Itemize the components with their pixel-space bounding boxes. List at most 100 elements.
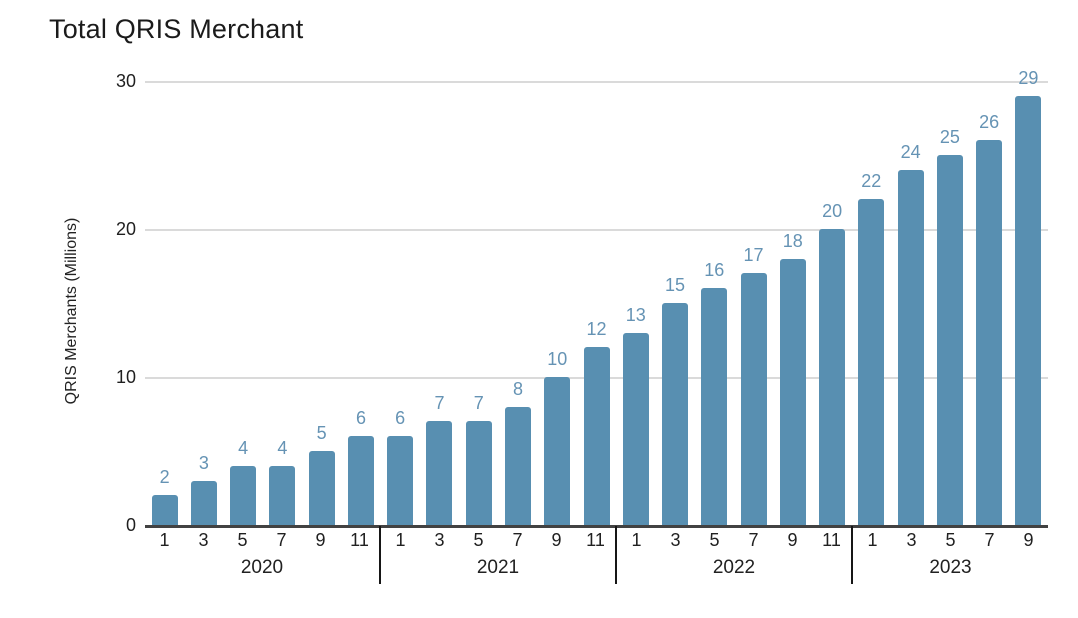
bar-value-label: 6 [355,408,366,429]
month-label-2023-1: 1 [867,529,878,550]
bar-2022-3 [662,303,689,525]
bar-2022-5 [701,288,728,525]
month-label-2023-9: 9 [1023,529,1034,550]
year-label-2023: 2023 [929,557,972,578]
bar-value-label: 25 [939,127,960,147]
x-group-2022: 1 3 5 7 9 11 2022 [615,526,851,584]
bar-2022-1 [622,332,649,525]
bar-group-2023: 22 24 25 26 29 [852,68,1048,525]
bar-slot-2022-5: 16 [695,81,734,525]
bar-slot-2021-1: 6 [381,81,420,525]
bar-value-label: 2 [159,467,170,488]
bar-slot-2020-5: 4 [224,81,263,525]
y-tick-label-30: 30 [115,71,136,91]
plot-area: 2 3 4 4 5 6 6 7 7 8 10 12 13 15 16 17 18 20 22 24 25 26 29 [145,68,1048,528]
bar-value-label: 5 [316,423,327,443]
bar-slot-2022-11: 20 [812,81,851,525]
bar-value-label: 17 [743,245,764,266]
month-label-2022-9: 9 [787,529,798,550]
bar-value-label: 8 [512,378,523,399]
bar-slot-2020-7: 4 [263,81,302,525]
bar-slot-2020-11: 6 [341,81,380,525]
bar-2020-1 [151,495,178,525]
year-label-2020: 2020 [240,557,284,578]
bar-value-label: 29 [1018,67,1039,88]
month-label-2021-1: 1 [395,529,406,550]
bar-value-label: 6 [395,408,406,429]
gridline-30 [145,81,1048,83]
month-label-2022-11: 11 [822,529,841,550]
month-label-2020-9: 9 [315,529,326,550]
month-label-2020-1: 1 [159,529,170,550]
bar-2020-7 [269,465,296,525]
bar-value-label: 4 [238,437,249,458]
bar-value-label: 24 [900,141,921,162]
bar-slot-2023-7: 26 [969,81,1008,525]
bar-value-label: 18 [782,230,803,251]
y-tick-label-0: 0 [125,515,136,535]
month-label-2020-3: 3 [198,529,209,550]
bar-2021-7 [504,406,531,525]
x-axis-labels: 1 3 5 7 9 11 2020 1 3 5 7 9 11 2021 1 3 5 7 9 11 2022 1 3 5 7 9 20… [145,526,1048,584]
month-row-2023: 1 3 5 7 9 [853,526,1048,554]
month-row-2020: 1 3 5 7 9 11 [145,526,379,554]
bar-group-2021: 6 7 7 8 10 12 [381,81,617,525]
bar-2023-3 [897,169,924,525]
month-label-2022-1: 1 [631,529,642,550]
bar-slot-2023-5: 25 [930,81,969,525]
year-label-2021: 2021 [476,557,520,578]
bar-value-label: 4 [277,437,288,458]
bar-2022-11 [819,229,846,525]
month-label-2022-5: 5 [709,529,720,550]
bar-value-label: 16 [704,260,725,281]
bar-value-label: 15 [665,275,686,295]
bar-2022-7 [740,273,767,525]
bar-2021-1 [387,436,414,525]
gridline-20 [145,229,1048,231]
bar-2023-1 [858,199,885,525]
bar-value-label: 7 [473,393,484,414]
bar-value-label: 3 [198,452,209,473]
bar-slot-2022-7: 17 [734,81,773,525]
bar-2022-9 [779,258,806,525]
bar-value-label: 13 [625,304,646,325]
bar-slot-2020-3: 3 [184,81,223,525]
bar-slot-2022-9: 18 [773,81,812,525]
bar-2023-7 [976,140,1003,525]
bar-group-2020: 2 3 4 4 5 6 [145,81,381,525]
month-row-2021: 1 3 5 7 9 11 [381,526,615,554]
bar-2020-5 [230,465,257,525]
bar-2023-5 [936,155,963,525]
bar-2023-9 [1015,95,1042,525]
month-row-2022: 1 3 5 7 9 11 [617,526,851,554]
bar-value-label: 7 [434,393,445,414]
month-label-2021-3: 3 [434,529,445,550]
bars-row: 2 3 4 4 5 6 6 7 7 8 10 12 13 15 16 17 18 20 22 24 25 26 29 [145,68,1048,525]
month-label-2023-3: 3 [906,529,917,550]
chart-title: Total QRIS Merchant [49,14,304,44]
month-label-2022-3: 3 [670,529,681,550]
bar-2021-5 [465,421,492,525]
bar-value-label: 12 [586,319,607,340]
month-label-2021-11: 11 [586,529,605,550]
month-label-2023-5: 5 [945,529,956,550]
y-axis-title: QRIS Merchants (Millions) [63,217,80,405]
bar-slot-2020-1: 2 [145,81,184,525]
bar-slot-2022-3: 15 [655,81,694,525]
month-label-2021-7: 7 [512,529,523,550]
bar-slot-2021-11: 12 [577,81,616,525]
y-tick-label-10: 10 [115,367,136,387]
month-label-2022-7: 7 [748,529,759,550]
bar-slot-2021-5: 7 [459,81,498,525]
bar-2020-11 [347,436,374,525]
bar-2020-3 [190,480,217,525]
month-label-2020-5: 5 [237,529,248,550]
bar-group-2022: 13 15 16 17 18 20 [616,81,852,525]
bar-slot-2023-3: 24 [891,81,930,525]
bar-value-label: 26 [979,112,1000,133]
x-group-2021: 1 3 5 7 9 11 2021 [379,526,615,584]
bar-slot-2023-9: 29 [1009,68,1048,525]
bar-slot-2021-3: 7 [420,81,459,525]
month-label-2023-7: 7 [984,529,995,550]
